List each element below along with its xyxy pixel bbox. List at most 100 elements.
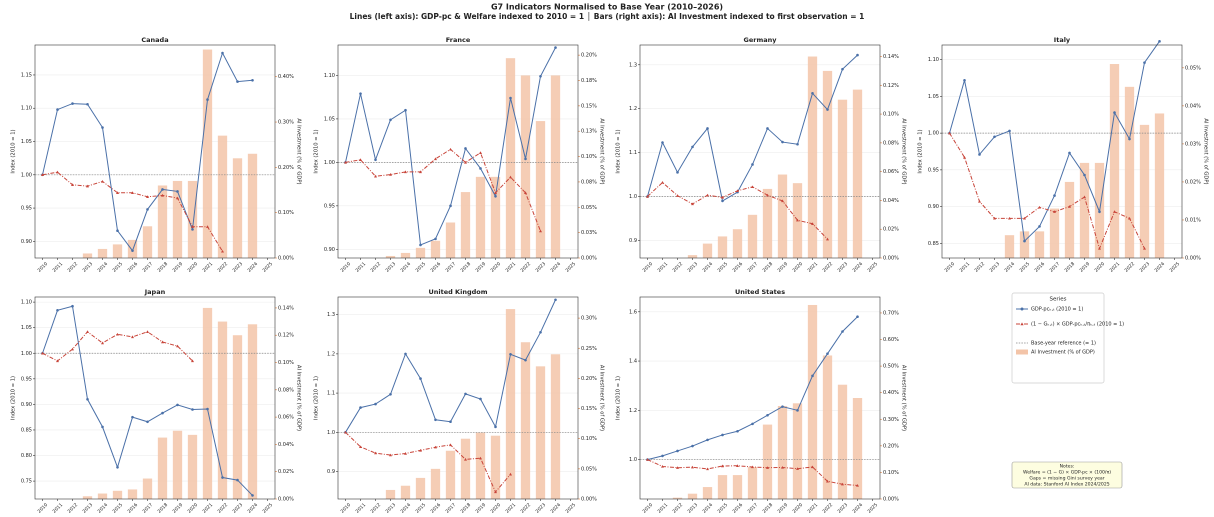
- y2-tick-label: 0.30%: [278, 120, 294, 126]
- gdp-marker: [479, 397, 482, 401]
- ai-bar: [535, 366, 546, 499]
- y-axis-label: Index (2010 = 1): [616, 129, 622, 173]
- ai-bar: [415, 247, 426, 258]
- welfare-marker: [646, 195, 649, 198]
- welfare-marker: [494, 191, 497, 194]
- y-tick-label: 1.05: [21, 325, 32, 331]
- ai-bar: [1064, 181, 1075, 258]
- ai-bar: [1139, 124, 1150, 258]
- gdp-marker: [101, 425, 104, 429]
- welfare-marker: [691, 465, 694, 469]
- ai-bar: [247, 324, 258, 499]
- y-tick-label: 1.10: [928, 57, 939, 63]
- legend-label: GDP-pcₖ,ₜ (2010 = 1): [1031, 307, 1083, 313]
- welfare-marker: [359, 158, 362, 161]
- gdp-marker: [826, 352, 829, 355]
- ai-bar: [415, 477, 426, 499]
- gdp-marker: [856, 53, 859, 57]
- ai-bar: [762, 188, 773, 258]
- ai-bar: [385, 489, 396, 499]
- plot-frame: [337, 44, 579, 259]
- y-tick-label: 1.0: [629, 457, 637, 463]
- ai-bar: [1079, 162, 1090, 258]
- gdp-marker: [1053, 194, 1056, 197]
- y2-tick-label: 0.04%: [1185, 103, 1201, 109]
- y-tick-label: 1.00: [324, 160, 335, 166]
- panel-title: Germany: [744, 36, 778, 44]
- gdp-marker: [251, 78, 254, 82]
- gdp-marker: [449, 420, 452, 424]
- welfare-marker: [751, 465, 754, 469]
- gdp-marker: [539, 74, 542, 78]
- legend-swatch: [1016, 349, 1028, 355]
- y2-tick-label: 0.03%: [1185, 141, 1201, 147]
- gdp-marker: [419, 377, 422, 380]
- panel-title: United Kingdom: [428, 288, 487, 296]
- ai-bar: [172, 430, 183, 499]
- ai-bar: [400, 485, 411, 499]
- welfare-marker: [56, 170, 59, 174]
- y2-tick-label: 0.14%: [278, 305, 294, 311]
- welfare-line: [949, 132, 1145, 250]
- figure-subtitle: Lines (left axis): GDP-pc & Welfare inde…: [350, 11, 865, 21]
- y-tick-label: 0.90: [928, 204, 939, 210]
- y-tick-label: 1.3: [629, 62, 637, 68]
- ai-bar: [1019, 231, 1030, 258]
- y2-tick-label: 0.00%: [278, 497, 294, 503]
- welfare-marker: [449, 443, 452, 447]
- y2-tick-label: 0.12%: [883, 83, 899, 89]
- ai-bar: [400, 252, 411, 258]
- welfare-marker: [374, 451, 377, 455]
- legend-box: [1011, 292, 1105, 384]
- ai-bar: [430, 468, 441, 499]
- welfare-marker: [479, 456, 482, 460]
- gdp-marker: [751, 163, 754, 166]
- gdp-marker: [554, 46, 557, 49]
- y-axis-label: Index (2010 = 1): [11, 376, 17, 420]
- welfare-marker: [841, 482, 844, 486]
- welfare-marker: [509, 472, 512, 476]
- welfare-marker: [676, 466, 679, 469]
- y-tick-label: 1.3: [327, 312, 335, 318]
- ai-bar: [837, 384, 848, 499]
- note-line: AI data: Stanford AI Index 2024/2025: [1024, 482, 1109, 488]
- welfare-marker: [116, 191, 119, 194]
- gdp-marker: [434, 418, 437, 422]
- y2-tick-label: 0.06%: [278, 415, 294, 421]
- y2-tick-label: 0.18%: [581, 78, 597, 84]
- gdp-marker: [661, 141, 664, 144]
- welfare-marker: [524, 191, 527, 194]
- welfare-marker: [1023, 216, 1026, 220]
- y-tick-label: 0.90: [21, 239, 32, 245]
- welfare-marker: [1098, 246, 1101, 250]
- legend: Series GDP-pcₖ,ₜ (2010 = 1) (1 − Gₖ,ₜ) × …: [1011, 292, 1124, 384]
- welfare-marker: [1008, 216, 1011, 220]
- gdp-marker: [721, 433, 724, 437]
- gdp-marker: [449, 204, 452, 208]
- y-tick-label: 0.90: [324, 247, 335, 253]
- y-tick-label: 1.15: [21, 72, 32, 78]
- y2-axis-label: AI Investment (% of GDP): [599, 365, 605, 431]
- gdp-marker: [691, 444, 694, 448]
- ai-bar: [777, 174, 788, 258]
- gdp-marker: [751, 422, 754, 426]
- welfare-marker: [344, 160, 347, 164]
- gdp-marker: [494, 425, 497, 429]
- welfare-marker: [56, 359, 59, 363]
- legend-title: Series: [1050, 297, 1067, 303]
- gdp-marker: [721, 199, 724, 203]
- ai-bar: [822, 70, 833, 259]
- gdp-marker: [206, 407, 209, 411]
- ai-bar: [490, 176, 501, 258]
- gdp-marker: [993, 135, 996, 139]
- welfare-marker: [146, 330, 149, 333]
- welfare-marker: [993, 216, 996, 220]
- ai-bar: [217, 321, 228, 499]
- gdp-marker: [781, 140, 784, 144]
- gdp-marker: [86, 397, 89, 401]
- y-tick-label: 0.95: [324, 203, 335, 209]
- plot-frame: [337, 296, 579, 500]
- ai-bar: [112, 244, 123, 258]
- ai-bar: [460, 192, 471, 258]
